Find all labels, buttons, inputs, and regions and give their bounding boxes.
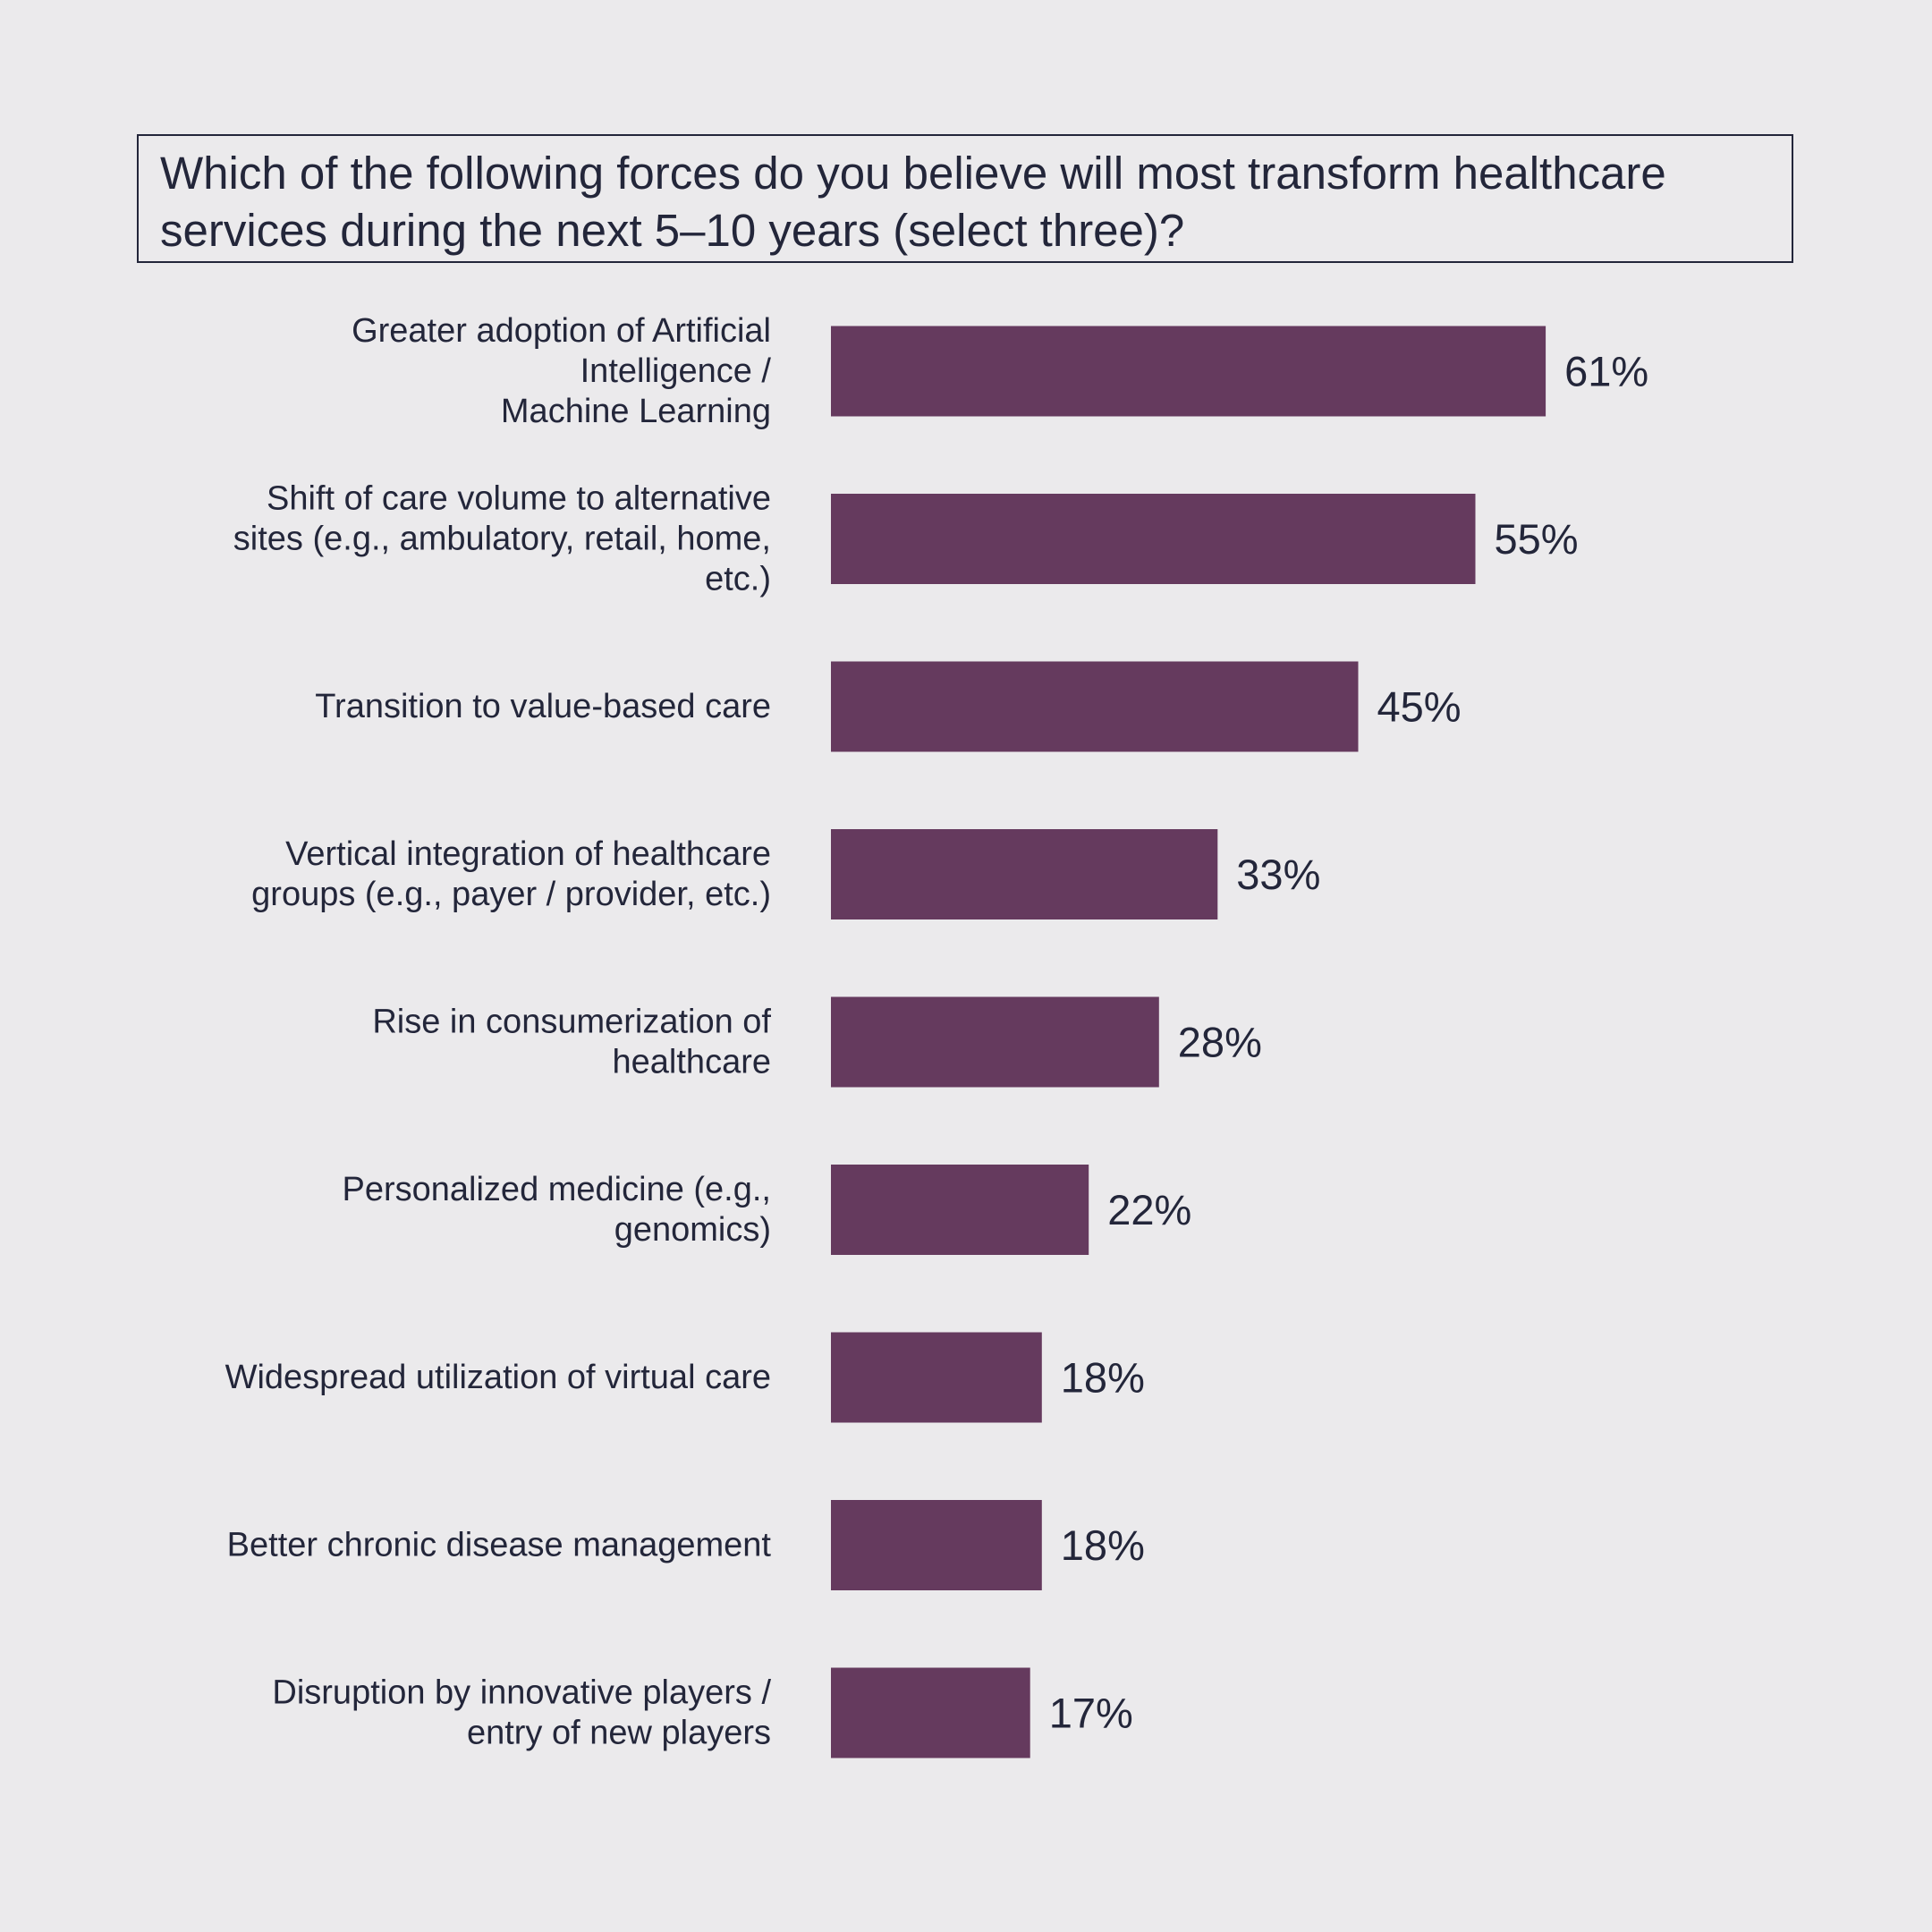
bar-4 xyxy=(831,829,1218,919)
category-label-3-line-1: Transition to value-based care xyxy=(315,688,771,725)
value-label-9: 17% xyxy=(1049,1690,1133,1737)
category-label-7-line-1: Widespread utilization of virtual care xyxy=(225,1359,771,1396)
category-label-9: Disruption by innovative players / entry … xyxy=(272,1674,771,1752)
category-label-1-line-1: Greater adoption of Artificial xyxy=(352,312,771,350)
value-label-8: 18% xyxy=(1061,1521,1145,1569)
category-label-2-line-3: etc.) xyxy=(705,561,771,598)
category-label-5-line-1: Rise in consumerization of xyxy=(372,1004,771,1041)
category-label-6-line-2: genomics) xyxy=(614,1211,771,1249)
chart-title-line-2: services during the next 5–10 years (sel… xyxy=(160,205,1185,256)
category-label-5: Rise in consumerization of healthcare xyxy=(372,1004,771,1081)
value-label-3: 45% xyxy=(1377,683,1462,731)
category-label-8: Better chronic disease management xyxy=(227,1527,772,1564)
bar-3 xyxy=(831,661,1359,752)
category-label-5-line-2: healthcare xyxy=(613,1044,771,1081)
value-label-1: 61% xyxy=(1564,348,1648,395)
category-label-1: Greater adoption of Artificial Intelligen… xyxy=(352,312,771,430)
category-label-9-line-2: entry of new players xyxy=(467,1715,771,1752)
category-label-1-line-3: Machine Learning xyxy=(501,393,771,430)
category-label-3: Transition to value-based care xyxy=(315,688,771,725)
bar-2 xyxy=(831,494,1476,584)
category-label-8-line-1: Better chronic disease management xyxy=(227,1527,772,1564)
bar-9 xyxy=(831,1667,1030,1758)
category-label-7: Widespread utilization of virtual care xyxy=(225,1359,771,1396)
category-label-6: Personalized medicine (e.g., genomics) xyxy=(343,1171,771,1249)
category-label-4: Vertical integration of healthcare groups… xyxy=(251,835,771,913)
category-label-6-line-1: Personalized medicine (e.g., xyxy=(343,1171,771,1208)
chart-title-box: Which of the following forces do you bel… xyxy=(137,134,1793,263)
category-label-2-line-1: Shift of care volume to alternative xyxy=(267,480,771,518)
bar-5 xyxy=(831,996,1159,1088)
category-label-4-line-1: Vertical integration of healthcare xyxy=(285,835,771,873)
value-label-6: 22% xyxy=(1107,1186,1191,1233)
value-label-5: 28% xyxy=(1178,1019,1262,1066)
category-label-2-line-2: sites (e.g., ambulatory, retail, home, xyxy=(233,521,771,558)
category-label-2: Shift of care volume to alternative sites… xyxy=(233,480,771,598)
bar-1 xyxy=(831,326,1546,417)
category-label-1-line-2: Intelligence / xyxy=(580,352,772,390)
chart-title-line-1: Which of the following forces do you bel… xyxy=(160,148,1666,199)
bar-8 xyxy=(831,1500,1042,1590)
category-label-9-line-1: Disruption by innovative players / xyxy=(272,1674,771,1712)
value-label-4: 33% xyxy=(1236,851,1320,898)
category-label-4-line-2: groups (e.g., payer / provider, etc.) xyxy=(251,876,771,913)
value-label-7: 18% xyxy=(1061,1354,1145,1402)
bar-6 xyxy=(831,1165,1089,1255)
bar-7 xyxy=(831,1332,1042,1423)
value-label-2: 55% xyxy=(1495,515,1579,563)
